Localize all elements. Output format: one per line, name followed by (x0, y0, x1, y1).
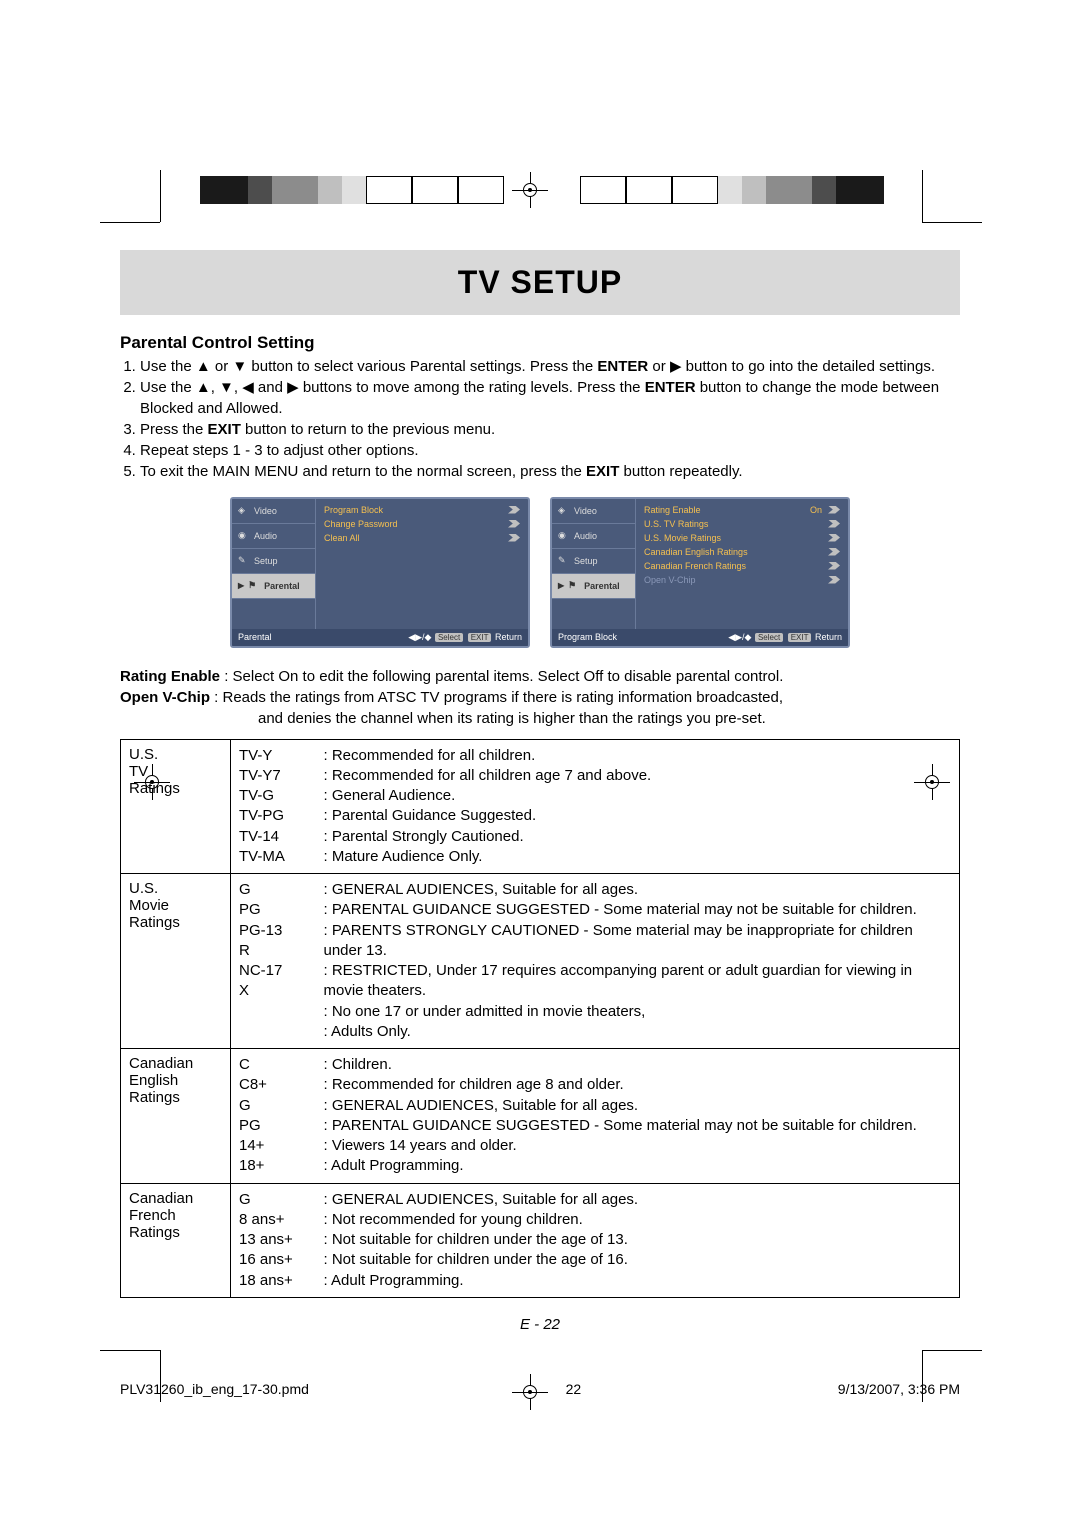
osd-menu-item: Program Block (318, 503, 526, 517)
osd-menu-item: Canadian French Ratings (638, 559, 846, 573)
rating-system-cell: U.S.MovieRatings (121, 874, 231, 1049)
rating-system-cell: U.S.TVRatings (121, 739, 231, 874)
osd-item-label: U.S. Movie Ratings (644, 533, 721, 543)
osd-tab-parental: ▶ ⚑Parental (232, 574, 315, 599)
audio-icon: ◉ (238, 530, 250, 542)
osd-item-label: Rating Enable (644, 505, 701, 515)
ratings-table: U.S.TVRatingsTV-YTV-Y7TV-GTV-PGTV-14TV-M… (120, 739, 960, 1298)
osd-footer-title: Parental (238, 632, 272, 643)
osd-menu-item: Open V-Chip (638, 573, 846, 587)
section-title: Parental Control Setting (120, 333, 980, 353)
rating-desc-cell: : Children.: Recommended for children ag… (316, 1049, 960, 1184)
osd-tab-setup: ✎ Setup (552, 549, 635, 574)
osd-menu-item: U.S. TV Ratings (638, 517, 846, 531)
page-content: TV SETUP Parental Control Setting Use th… (0, 0, 1080, 1457)
osd-tab-label: Setup (254, 556, 278, 566)
osd-tab-label: Audio (574, 531, 597, 541)
footer-date: 9/13/2007, 3:36 PM (838, 1381, 960, 1397)
ratings-row: U.S.TVRatingsTV-YTV-Y7TV-GTV-PGTV-14TV-M… (121, 739, 960, 874)
osd-tab-label: Setup (574, 556, 598, 566)
rating-system-cell: CanadianEnglishRatings (121, 1049, 231, 1184)
setup-icon: ✎ (558, 555, 570, 567)
osd-item-label: Canadian English Ratings (644, 547, 748, 557)
ratings-row: CanadianEnglishRatingsCC8+GPG14+18+: Chi… (121, 1049, 960, 1184)
osd-menu-item: Canadian English Ratings (638, 545, 846, 559)
osd-tab-video: ◈ Video (232, 499, 315, 524)
osd-tab-audio: ◉ Audio (552, 524, 635, 549)
setup-icon: ✎ (238, 555, 250, 567)
ratings-row: CanadianFrenchRatingsG8 ans+13 ans+16 an… (121, 1183, 960, 1297)
osd-menu-item: Clean All (318, 531, 526, 545)
osd-tab-label: Audio (254, 531, 277, 541)
ratings-row: U.S.MovieRatingsGPGPG-13RNC-17X: GENERAL… (121, 874, 960, 1049)
instruction-step: Use the ▲, ▼, ◀ and ▶ buttons to move am… (140, 378, 960, 419)
print-footer: PLV31260_ib_eng_17-30.pmd 22 9/13/2007, … (120, 1381, 960, 1397)
def-label: Rating Enable (120, 668, 220, 685)
audio-icon: ◉ (558, 530, 570, 542)
def-text-cont: and denies the channel when its rating i… (120, 708, 960, 729)
osd-screenshots: ◈Video◉Audio✎Setup▶ ⚑Parental Program Bl… (100, 497, 980, 648)
osd-tab-label: Video (254, 506, 277, 516)
chevron-right-icon (828, 520, 840, 528)
page-title-block: TV SETUP (120, 250, 960, 315)
chevron-right-icon (828, 534, 840, 542)
instruction-step: Repeat steps 1 - 3 to adjust other optio… (140, 441, 960, 461)
video-icon: ◈ (558, 505, 570, 517)
chevron-right-icon (828, 562, 840, 570)
osd-tab-parental: ▶ ⚑Parental (552, 574, 635, 599)
osd-tab-label: Parental (264, 581, 300, 591)
chevron-right-icon (508, 506, 520, 514)
osd-menu-item: Change Password (318, 517, 526, 531)
instruction-list: Use the ▲ or ▼ button to select various … (140, 357, 960, 483)
rating-desc-cell: : Recommended for all children.: Recomme… (316, 739, 960, 874)
chevron-right-icon (508, 520, 520, 528)
chevron-right-icon (828, 506, 840, 514)
chevron-right-icon (828, 576, 840, 584)
rating-code-cell: TV-YTV-Y7TV-GTV-PGTV-14TV-MA (231, 739, 316, 874)
osd-item-value: On (810, 505, 822, 515)
osd-tab-video: ◈ Video (552, 499, 635, 524)
instruction-step: Press the EXIT button to return to the p… (140, 420, 960, 440)
osd-parental-menu: ◈Video◉Audio✎Setup▶ ⚑Parental Program Bl… (230, 497, 530, 648)
rating-code-cell: CC8+GPG14+18+ (231, 1049, 316, 1184)
video-icon: ◈ (238, 505, 250, 517)
rating-code-cell: GPGPG-13RNC-17X (231, 874, 316, 1049)
def-label: Open V-Chip (120, 689, 210, 706)
footer-file: PLV31260_ib_eng_17-30.pmd (120, 1381, 309, 1397)
osd-menu-item: U.S. Movie Ratings (638, 531, 846, 545)
osd-item-label: U.S. TV Ratings (644, 519, 708, 529)
osd-footer-hint: ◀▶/◆ Select EXIT Return (728, 632, 842, 643)
osd-item-label: Canadian French Ratings (644, 561, 746, 571)
page-number: E - 22 (100, 1316, 980, 1333)
rating-system-cell: CanadianFrenchRatings (121, 1183, 231, 1297)
chevron-right-icon (508, 534, 520, 542)
def-text: : Select On to edit the following parent… (224, 668, 783, 685)
def-text: : Reads the ratings from ATSC TV program… (214, 689, 783, 706)
osd-item-label: Change Password (324, 519, 398, 529)
osd-tab-audio: ◉ Audio (232, 524, 315, 549)
osd-tab-setup: ✎ Setup (232, 549, 315, 574)
page-title: TV SETUP (120, 264, 960, 301)
rating-code-cell: G8 ans+13 ans+16 ans+18 ans+ (231, 1183, 316, 1297)
osd-program-block-menu: ◈Video◉Audio✎Setup▶ ⚑Parental Rating Ena… (550, 497, 850, 648)
parental-icon: ⚑ (568, 580, 580, 592)
instruction-step: To exit the MAIN MENU and return to the … (140, 462, 960, 482)
osd-footer-title: Program Block (558, 632, 617, 643)
osd-item-label: Clean All (324, 533, 360, 543)
instruction-step: Use the ▲ or ▼ button to select various … (140, 357, 960, 377)
rating-desc-cell: : GENERAL AUDIENCES, Suitable for all ag… (316, 874, 960, 1049)
osd-item-label: Program Block (324, 505, 383, 515)
definitions: Rating Enable : Select On to edit the fo… (120, 666, 960, 729)
rating-desc-cell: : GENERAL AUDIENCES, Suitable for all ag… (316, 1183, 960, 1297)
osd-footer-hint: ◀▶/◆ Select EXIT Return (408, 632, 522, 643)
chevron-right-icon (828, 548, 840, 556)
osd-menu-item: Rating Enable On (638, 503, 846, 517)
parental-icon: ⚑ (248, 580, 260, 592)
osd-item-label: Open V-Chip (644, 575, 696, 585)
footer-page: 22 (566, 1381, 582, 1397)
osd-tab-label: Parental (584, 581, 620, 591)
osd-tab-label: Video (574, 506, 597, 516)
